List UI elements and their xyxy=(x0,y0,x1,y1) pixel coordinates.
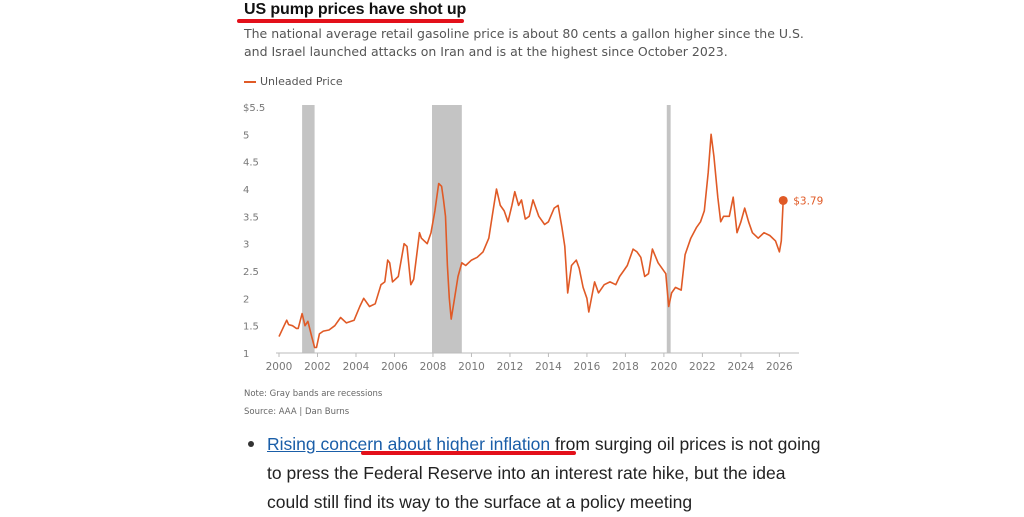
y-tick-label: 2.5 xyxy=(243,267,259,278)
title-highlight-underline xyxy=(237,19,464,23)
x-tick-label: 2012 xyxy=(497,361,524,373)
bullet-text: Rising concern about higher inflation fr… xyxy=(267,430,827,517)
y-tick-label: 3 xyxy=(243,240,249,251)
chart-title: US pump prices have shot up xyxy=(244,1,467,18)
x-tick-label: 2004 xyxy=(343,361,370,373)
legend-line-swatch xyxy=(244,80,256,83)
inflation-link[interactable]: Rising concern about higher inflation xyxy=(267,434,551,454)
bullet-point xyxy=(248,441,254,447)
y-tick-label: 4 xyxy=(243,185,249,196)
x-tick-label: 2018 xyxy=(612,361,639,373)
y-tick-label: 2 xyxy=(243,294,249,305)
x-tick-label: 2022 xyxy=(689,361,716,373)
recession-band-2 xyxy=(432,105,462,353)
x-tick-label: 2016 xyxy=(574,361,601,373)
chart-note: Note: Gray bands are recessions xyxy=(244,389,383,399)
x-tick-label: 2006 xyxy=(381,361,408,373)
x-tick-label: 2026 xyxy=(766,361,793,373)
legend-label: Unleaded Price xyxy=(260,75,343,88)
recession-band-1 xyxy=(302,105,315,353)
y-tick-label: 1 xyxy=(243,349,249,360)
link-highlight-underline xyxy=(361,451,576,455)
y-tick-label: $5.5 xyxy=(243,103,265,114)
chart-legend: Unleaded Price xyxy=(244,75,343,88)
unleaded-price-line xyxy=(278,133,784,349)
x-tick-label: 2024 xyxy=(728,361,755,373)
chart-source: Source: AAA | Dan Burns xyxy=(244,407,350,417)
chart-subtitle: The national average retail gasoline pri… xyxy=(244,26,804,59)
x-tick-label: 2010 xyxy=(458,361,485,373)
latest-price-label: $3.79 xyxy=(793,195,823,207)
latest-price-marker xyxy=(778,195,788,205)
x-tick-label: 2014 xyxy=(535,361,562,373)
x-tick-label: 2020 xyxy=(651,361,678,373)
bullet-body-text: from surging oil prices is not going to … xyxy=(267,434,821,512)
x-tick-label: 2000 xyxy=(266,361,293,373)
y-tick-label: 1.5 xyxy=(243,322,259,333)
y-tick-label: 4.5 xyxy=(243,158,259,169)
x-tick-label: 2002 xyxy=(304,361,331,373)
y-tick-label: 3.5 xyxy=(243,212,259,223)
x-tick-label: 2008 xyxy=(420,361,447,373)
recession-band-3 xyxy=(666,105,671,353)
y-tick-label: 5 xyxy=(243,130,249,141)
